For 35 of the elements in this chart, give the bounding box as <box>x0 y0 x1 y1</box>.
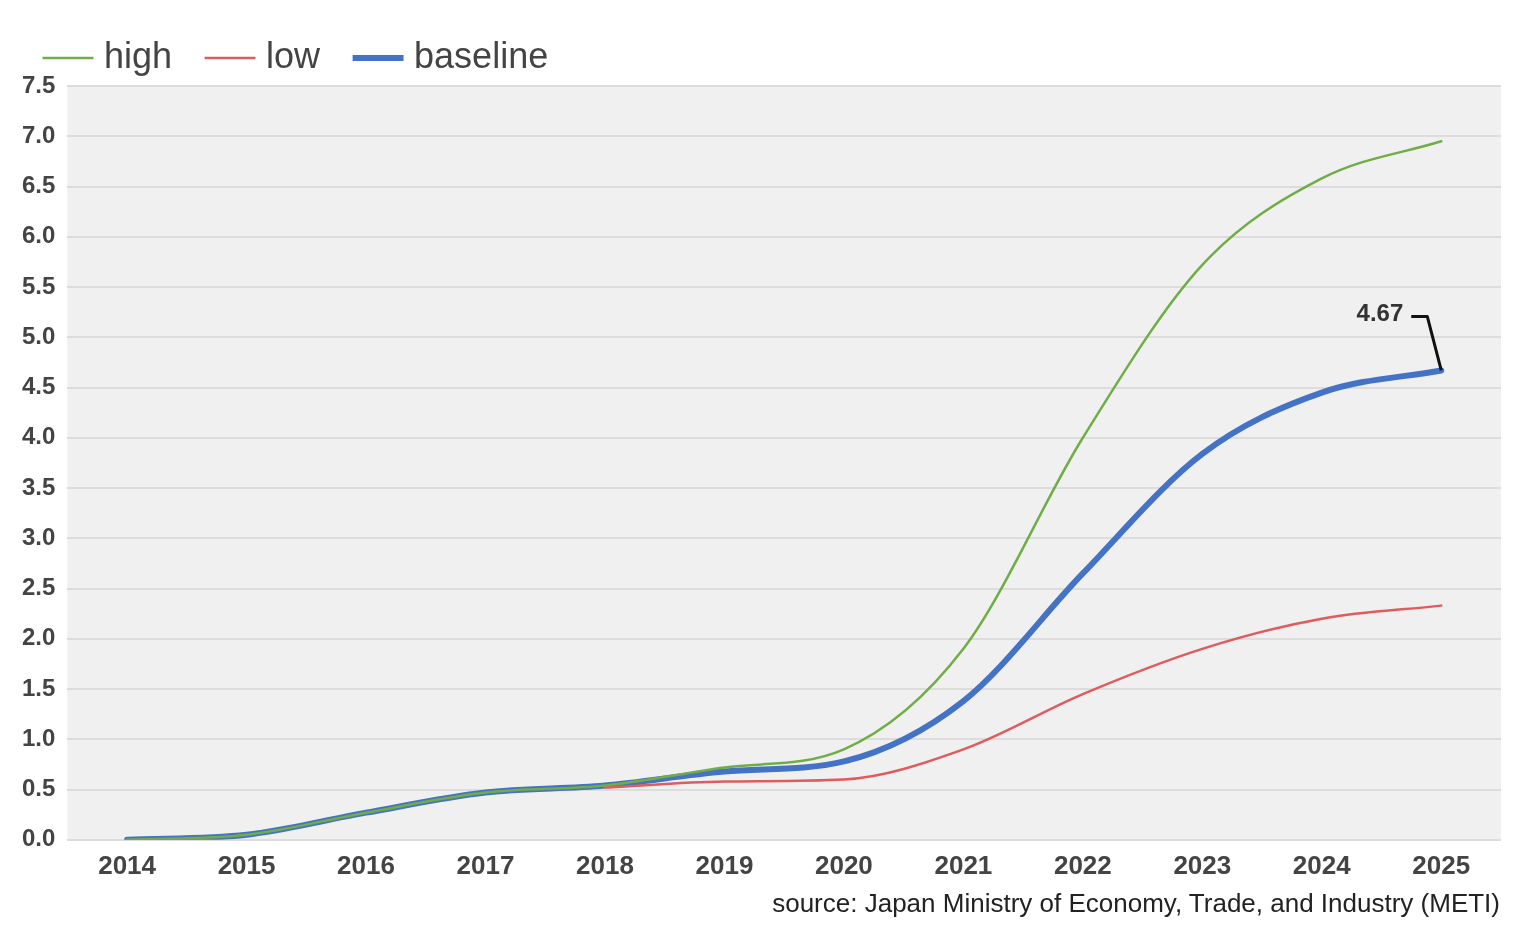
line-series <box>603 604 1443 789</box>
legend-label: high <box>104 34 173 76</box>
legend-label: low <box>266 34 322 76</box>
y-tick-label: 6.5 <box>21 171 56 199</box>
x-tick-label: 2018 <box>576 849 634 880</box>
legend-label: baseline <box>414 34 549 76</box>
x-tick-label: 2015 <box>217 849 276 880</box>
x-tick-label: 2020 <box>814 849 873 880</box>
y-tick-label: 0.5 <box>21 774 56 802</box>
x-tick-label: 2023 <box>1173 849 1232 880</box>
y-tick-label: 7.5 <box>21 70 56 98</box>
y-tick-label: 5.5 <box>21 271 56 299</box>
y-tick-label: 3.0 <box>21 522 56 550</box>
x-tick-label: 2022 <box>1053 849 1112 880</box>
y-tick-label: 1.5 <box>21 673 56 701</box>
y-tick-label: 7.0 <box>21 120 56 148</box>
line-series <box>125 140 1443 840</box>
x-tick-label: 2021 <box>934 849 993 880</box>
x-tick-label: 2016 <box>337 849 395 880</box>
x-tick-label: 2017 <box>456 849 515 880</box>
y-tick-label: 5.0 <box>21 321 56 349</box>
y-tick-label: 3.5 <box>21 472 56 500</box>
y-tick-label: 4.0 <box>21 422 56 450</box>
y-tick-label: 4.5 <box>21 372 56 400</box>
x-tick-label: 2014 <box>98 849 157 880</box>
y-tick-label: 6.0 <box>21 221 56 249</box>
source-note: source: Japan Ministry of Economy, Trade, and Industry (METI) <box>771 888 1500 919</box>
x-tick-label: 2024 <box>1292 849 1352 880</box>
y-tick-label: 2.5 <box>21 573 56 601</box>
annotation: 4.67 <box>1356 299 1404 327</box>
y-tick-label: 2.0 <box>21 623 56 651</box>
x-tick-label: 2025 <box>1412 849 1471 880</box>
x-tick-label: 2019 <box>695 849 754 880</box>
y-tick-label: 0.0 <box>21 824 56 852</box>
y-tick-label: 1.0 <box>21 723 56 751</box>
